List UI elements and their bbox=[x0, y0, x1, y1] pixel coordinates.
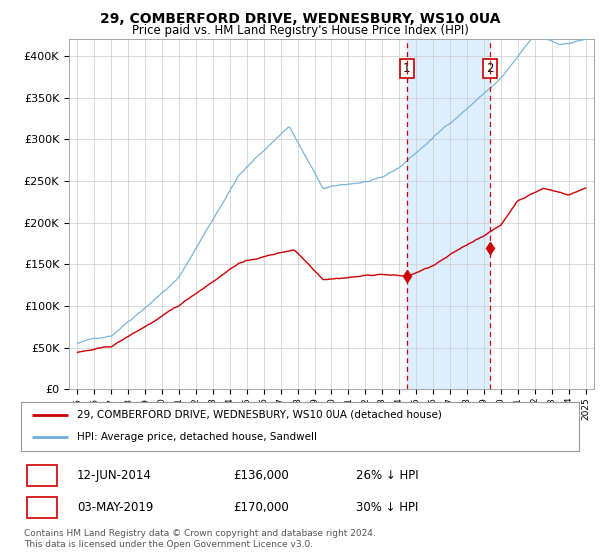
Text: 12-JUN-2014: 12-JUN-2014 bbox=[77, 469, 152, 482]
Text: 2: 2 bbox=[487, 62, 494, 75]
Text: £170,000: £170,000 bbox=[233, 501, 289, 514]
Text: Contains HM Land Registry data © Crown copyright and database right 2024.
This d: Contains HM Land Registry data © Crown c… bbox=[24, 529, 376, 549]
Text: 03-MAY-2019: 03-MAY-2019 bbox=[77, 501, 153, 514]
Text: 1: 1 bbox=[38, 469, 46, 482]
Bar bbox=[407, 39, 490, 389]
Bar bbox=[26, 465, 57, 486]
Text: 1: 1 bbox=[403, 62, 410, 75]
Text: 29, COMBERFORD DRIVE, WEDNESBURY, WS10 0UA (detached house): 29, COMBERFORD DRIVE, WEDNESBURY, WS10 0… bbox=[77, 410, 442, 420]
Text: HPI: Average price, detached house, Sandwell: HPI: Average price, detached house, Sand… bbox=[77, 432, 317, 442]
Text: 26% ↓ HPI: 26% ↓ HPI bbox=[356, 469, 418, 482]
Text: 29, COMBERFORD DRIVE, WEDNESBURY, WS10 0UA: 29, COMBERFORD DRIVE, WEDNESBURY, WS10 0… bbox=[100, 12, 500, 26]
Text: Price paid vs. HM Land Registry's House Price Index (HPI): Price paid vs. HM Land Registry's House … bbox=[131, 24, 469, 37]
Text: £136,000: £136,000 bbox=[233, 469, 289, 482]
Bar bbox=[26, 497, 57, 518]
Text: 30% ↓ HPI: 30% ↓ HPI bbox=[356, 501, 418, 514]
Text: 2: 2 bbox=[38, 501, 46, 514]
